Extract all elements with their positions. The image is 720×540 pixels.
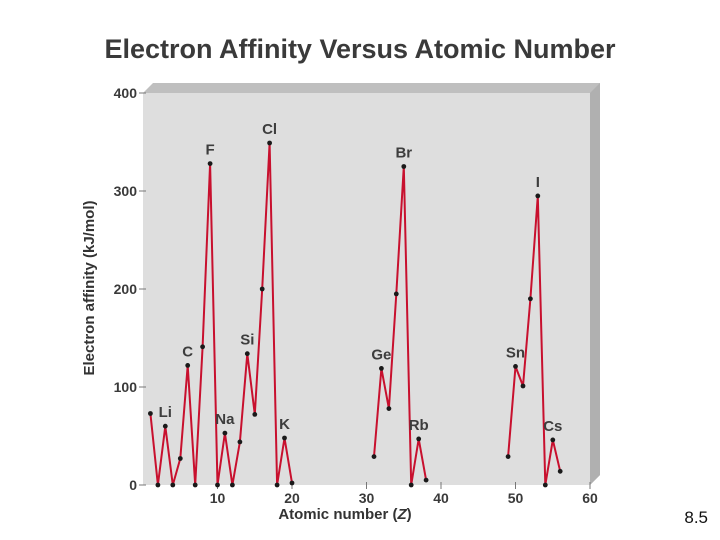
y-tick-label: 100 xyxy=(114,379,138,395)
data-point xyxy=(185,363,191,368)
series-lines xyxy=(149,142,562,486)
data-point xyxy=(200,344,206,350)
data-point xyxy=(386,406,392,411)
data-points xyxy=(148,140,563,488)
data-point xyxy=(535,193,541,199)
data-point xyxy=(274,482,280,488)
series-line-segment-3 xyxy=(507,194,562,486)
x-tick-label: 10 xyxy=(210,490,226,506)
slide-number: 8.5 xyxy=(684,508,708,527)
data-point xyxy=(379,366,384,371)
point-label: Ge xyxy=(371,346,391,363)
data-point xyxy=(192,482,198,488)
data-point xyxy=(177,456,183,461)
data-point xyxy=(408,482,414,488)
y-tick-label: 200 xyxy=(114,281,138,297)
plot-panel-edge xyxy=(590,83,600,485)
data-point xyxy=(237,439,243,445)
y-tick-label: 300 xyxy=(114,183,138,199)
x-axis-ticks: 10 20 30 40 50 60 xyxy=(210,482,598,506)
data-point xyxy=(371,454,377,459)
point-label: K xyxy=(279,416,290,433)
point-label: Na xyxy=(215,411,235,428)
data-point xyxy=(528,296,533,302)
series-line-segment-2 xyxy=(373,165,428,486)
data-point xyxy=(244,351,250,357)
data-point xyxy=(520,383,526,389)
data-point xyxy=(207,161,213,167)
point-label: Cl xyxy=(262,121,277,138)
point-label: Li xyxy=(159,404,172,421)
data-point xyxy=(162,423,168,429)
point-label: I xyxy=(536,174,540,191)
data-point xyxy=(513,364,518,369)
x-tick-label: 50 xyxy=(508,490,524,506)
x-tick-label: 40 xyxy=(433,490,449,506)
data-point xyxy=(267,140,272,146)
data-point xyxy=(557,468,563,474)
data-point xyxy=(542,482,548,488)
data-point xyxy=(222,430,228,436)
data-point xyxy=(170,482,176,488)
data-point xyxy=(550,437,556,443)
plot-panel xyxy=(143,93,590,485)
x-tick-label: 20 xyxy=(284,490,300,506)
data-point xyxy=(416,436,422,442)
y-tick-label: 0 xyxy=(129,477,137,493)
point-label: Si xyxy=(240,332,254,349)
point-label: Br xyxy=(395,145,412,162)
data-point xyxy=(289,480,295,486)
series-line-segment-1 xyxy=(149,142,293,486)
data-point xyxy=(252,412,258,417)
data-point xyxy=(423,477,429,483)
data-point xyxy=(215,482,220,488)
data-point xyxy=(259,286,265,292)
x-tick-label: 30 xyxy=(359,490,375,506)
x-tick-label: 60 xyxy=(582,490,598,506)
data-point xyxy=(401,164,407,169)
y-tick-label: 400 xyxy=(114,85,138,101)
x-axis-title: Atomic number (Z) xyxy=(278,506,411,523)
data-point xyxy=(282,435,287,441)
point-label: Sn xyxy=(506,344,525,361)
data-point xyxy=(148,411,153,416)
data-point xyxy=(393,291,399,297)
data-point xyxy=(230,482,235,488)
point-label: F xyxy=(206,142,215,159)
point-label: C xyxy=(182,343,193,360)
point-labels: Li C F Na Si Cl K Ge Br Rb Sn I Cs xyxy=(159,121,563,435)
point-label: Rb xyxy=(409,417,429,434)
point-label: Cs xyxy=(543,418,562,435)
y-axis-title: Electron affinity (kJ/mol) xyxy=(81,200,98,375)
chart-title: Electron Affinity Versus Atomic Number xyxy=(104,34,616,64)
data-point xyxy=(505,454,511,459)
y-axis-ticks: 0 100 200 300 400 xyxy=(114,85,146,493)
data-point xyxy=(155,482,161,488)
